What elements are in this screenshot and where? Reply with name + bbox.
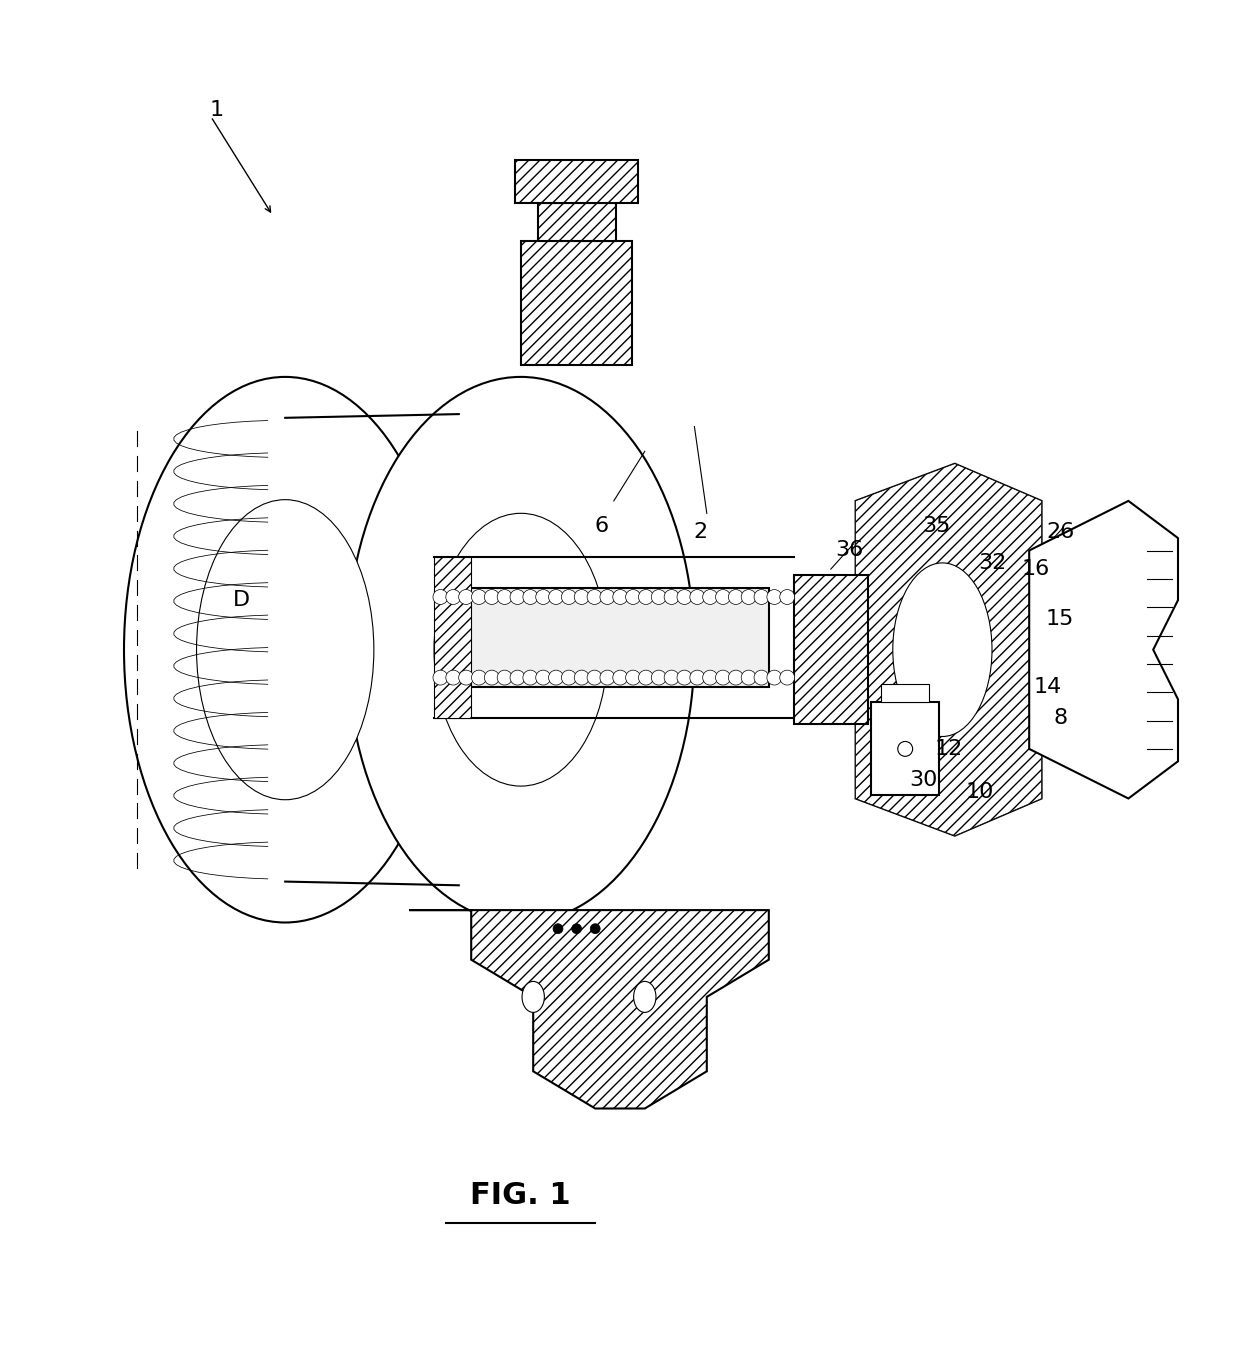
Text: 32: 32: [978, 553, 1006, 573]
Circle shape: [572, 924, 582, 934]
Circle shape: [651, 670, 666, 685]
Circle shape: [536, 590, 551, 604]
Text: 1: 1: [210, 100, 224, 120]
Text: 15: 15: [1047, 608, 1074, 629]
Circle shape: [742, 590, 756, 604]
Circle shape: [766, 590, 781, 604]
Ellipse shape: [196, 499, 374, 800]
Circle shape: [639, 590, 653, 604]
Circle shape: [728, 670, 743, 685]
Text: 14: 14: [1034, 677, 1061, 697]
Circle shape: [665, 590, 680, 604]
Circle shape: [433, 590, 448, 604]
Text: 30: 30: [910, 770, 937, 791]
Polygon shape: [409, 911, 769, 1109]
FancyBboxPatch shape: [434, 557, 471, 718]
Ellipse shape: [634, 982, 656, 1012]
Ellipse shape: [124, 376, 446, 923]
Circle shape: [639, 670, 653, 685]
Circle shape: [780, 670, 795, 685]
Circle shape: [715, 590, 730, 604]
Circle shape: [459, 670, 474, 685]
Text: 12: 12: [935, 739, 962, 759]
Text: 36: 36: [836, 541, 863, 560]
Circle shape: [780, 590, 795, 604]
Text: D: D: [233, 590, 250, 610]
Circle shape: [689, 670, 704, 685]
Circle shape: [523, 670, 538, 685]
Circle shape: [574, 670, 589, 685]
Text: 26: 26: [1047, 522, 1074, 542]
FancyBboxPatch shape: [794, 575, 868, 724]
Polygon shape: [856, 464, 1042, 835]
Circle shape: [728, 590, 743, 604]
Circle shape: [485, 670, 500, 685]
Circle shape: [587, 670, 601, 685]
Circle shape: [485, 590, 500, 604]
Circle shape: [497, 590, 512, 604]
Circle shape: [703, 670, 718, 685]
Circle shape: [562, 670, 577, 685]
Text: 10: 10: [966, 782, 993, 803]
Ellipse shape: [522, 982, 544, 1012]
Circle shape: [600, 670, 615, 685]
Text: 8: 8: [1053, 708, 1068, 728]
FancyBboxPatch shape: [870, 703, 940, 796]
Circle shape: [510, 590, 525, 604]
Circle shape: [613, 670, 627, 685]
Circle shape: [677, 590, 692, 604]
Circle shape: [536, 670, 551, 685]
Circle shape: [471, 670, 486, 685]
Circle shape: [562, 590, 577, 604]
Circle shape: [677, 670, 692, 685]
Circle shape: [459, 590, 474, 604]
Text: 6: 6: [594, 515, 609, 536]
Circle shape: [600, 590, 615, 604]
Circle shape: [548, 670, 563, 685]
Circle shape: [626, 670, 641, 685]
Circle shape: [574, 590, 589, 604]
Ellipse shape: [347, 376, 694, 923]
Circle shape: [587, 590, 601, 604]
Circle shape: [613, 590, 627, 604]
Circle shape: [433, 670, 448, 685]
Circle shape: [510, 670, 525, 685]
Ellipse shape: [893, 563, 992, 737]
Circle shape: [651, 590, 666, 604]
Text: 35: 35: [923, 515, 950, 536]
FancyBboxPatch shape: [882, 684, 929, 703]
Circle shape: [715, 670, 730, 685]
FancyBboxPatch shape: [538, 204, 615, 240]
Circle shape: [754, 590, 769, 604]
Polygon shape: [1029, 500, 1178, 799]
Circle shape: [553, 924, 563, 934]
Circle shape: [523, 590, 538, 604]
FancyBboxPatch shape: [459, 588, 769, 687]
Polygon shape: [856, 464, 1042, 835]
Circle shape: [497, 670, 512, 685]
Circle shape: [689, 590, 704, 604]
Circle shape: [471, 590, 486, 604]
Circle shape: [754, 670, 769, 685]
Ellipse shape: [434, 514, 608, 786]
Circle shape: [548, 590, 563, 604]
Circle shape: [766, 670, 781, 685]
Circle shape: [446, 590, 461, 604]
Circle shape: [703, 590, 718, 604]
Circle shape: [590, 924, 600, 934]
Text: 2: 2: [693, 522, 708, 542]
Circle shape: [742, 670, 756, 685]
FancyBboxPatch shape: [516, 161, 639, 204]
Circle shape: [665, 670, 680, 685]
Text: 16: 16: [1022, 558, 1049, 579]
Circle shape: [626, 590, 641, 604]
Text: FIG. 1: FIG. 1: [470, 1180, 572, 1210]
Circle shape: [446, 670, 461, 685]
FancyBboxPatch shape: [521, 240, 632, 364]
